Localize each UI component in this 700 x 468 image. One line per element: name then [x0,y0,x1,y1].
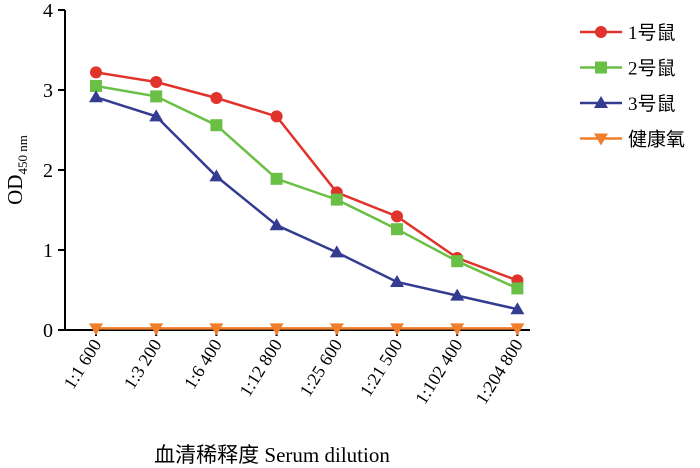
legend-marker [595,61,607,74]
x-tick-label: 1:102 400 [411,336,466,408]
marker [390,275,404,287]
series-line [95,84,518,290]
legend-marker [595,26,607,38]
x-tick-label: 1:3 200 [120,336,166,393]
marker [330,193,343,206]
y-label-sub: 450 nm [15,135,30,174]
legend-label: 2号鼠 [628,58,676,80]
marker [390,323,404,336]
marker [329,323,344,336]
y-tick-label: 3 [43,80,53,102]
marker [269,218,284,231]
x-tick-label: 1:25 600 [296,336,347,400]
marker [89,90,103,103]
marker [210,119,223,132]
legend-label: 健康氧 [628,129,685,151]
y-tick-label: 1 [43,240,53,262]
marker [149,109,164,122]
y-axis-label: OD450 nm [3,135,30,205]
marker [209,169,224,182]
x-tick-label: 1:1 600 [60,336,106,393]
x-tick-label: 1:204 800 [471,336,526,408]
legend-label: 1号鼠 [628,22,676,44]
marker [269,323,284,336]
marker [510,302,525,315]
series-line [95,71,518,282]
marker [149,323,164,336]
marker [90,80,102,92]
marker [89,323,103,336]
marker [450,288,465,301]
x-tick-label: 1:12 800 [235,336,286,400]
y-tick-label: 4 [43,0,53,22]
x-tick-label: 1:21 500 [356,336,407,400]
y-tick-label: 0 [43,320,53,342]
x-tick-label: 1:6 400 [180,336,226,393]
marker [270,110,283,123]
marker [511,282,524,295]
legend-marker [594,133,608,146]
y-tick-label: 2 [43,160,53,182]
series-line [95,96,518,311]
marker [510,323,525,336]
marker [450,323,465,336]
marker [329,245,344,258]
marker [391,210,403,223]
legend-label: 3号鼠 [628,93,676,115]
marker [150,90,163,103]
x-axis-label: 血清稀释度 Serum dilution [154,443,390,467]
marker [150,76,163,88]
legend-marker [594,96,608,108]
marker [209,323,224,336]
marker [451,255,464,268]
marker [270,172,283,185]
marker [90,66,102,79]
marker [210,92,223,104]
y-label-main: OD [3,175,27,205]
marker [391,223,403,236]
